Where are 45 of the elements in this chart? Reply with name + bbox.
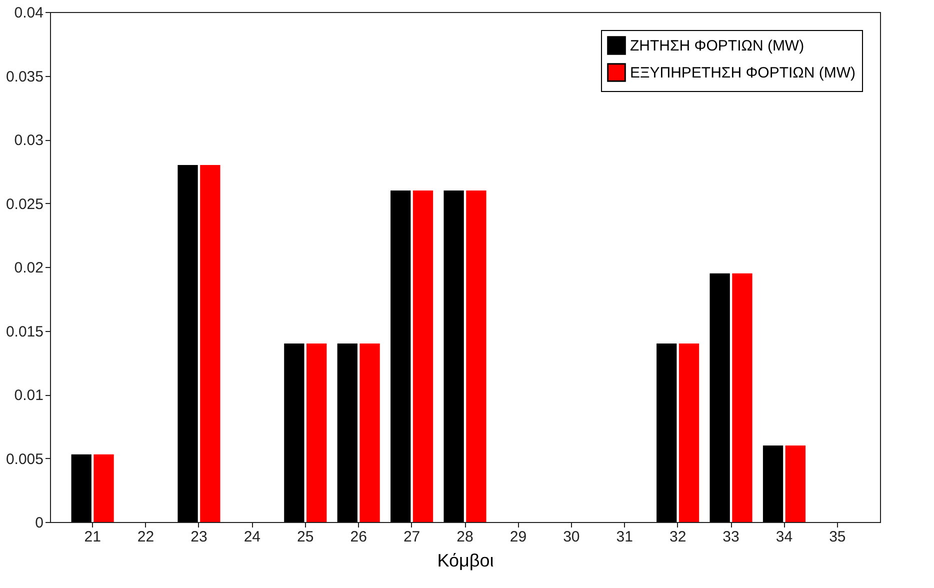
x-tick-label: 29 xyxy=(510,528,527,546)
bar xyxy=(678,344,700,522)
y-tick-label: 0.005 xyxy=(6,450,44,468)
x-tick-label: 23 xyxy=(190,528,208,546)
bar xyxy=(284,344,304,522)
y-tick-label: 0.015 xyxy=(6,323,44,340)
y-tick-label: 0.01 xyxy=(14,387,44,404)
bar xyxy=(732,273,752,522)
x-tick-label: 28 xyxy=(456,528,474,546)
x-tick-label: 24 xyxy=(244,528,261,546)
bar xyxy=(337,344,358,522)
bar xyxy=(762,446,784,522)
bar xyxy=(200,165,220,522)
x-tick-label: 27 xyxy=(403,528,420,546)
y-tick-label: 0.02 xyxy=(14,260,44,276)
legend-label: ΕΞΥΠΗΡΕΤΗΣΗ ΦΟΡΤΙΩΝ (MW) xyxy=(630,64,856,82)
bar xyxy=(710,273,730,522)
x-tick-label: 35 xyxy=(829,528,846,546)
bar xyxy=(656,344,677,522)
y-tick-label: 0.04 xyxy=(14,4,44,22)
y-tick-label: 0.025 xyxy=(6,196,44,213)
x-tick-label: 33 xyxy=(722,528,740,546)
y-tick-label: 0 xyxy=(35,514,44,532)
x-tick-label: 21 xyxy=(84,528,101,546)
bar xyxy=(178,165,198,522)
bar xyxy=(71,454,92,522)
x-tick-label: 34 xyxy=(776,528,793,546)
y-tick-label: 0.035 xyxy=(6,68,44,86)
bar xyxy=(306,344,327,522)
bar xyxy=(360,344,380,522)
bar xyxy=(466,190,486,522)
legend-label: ΖΗΤΗΣΗ ΦΟΡΤΙΩΝ (MW) xyxy=(630,38,804,54)
bar xyxy=(785,446,806,522)
bar xyxy=(390,190,411,522)
bar xyxy=(94,454,114,522)
y-tick-label: 0.03 xyxy=(14,132,44,149)
bar xyxy=(412,190,434,522)
x-tick-label: 30 xyxy=(563,528,580,546)
x-tick-label: 31 xyxy=(616,528,633,546)
x-tick-label: 22 xyxy=(137,528,154,546)
bar xyxy=(444,190,464,522)
x-tick-label: 32 xyxy=(669,528,686,546)
x-axis-title: Κόμβοι xyxy=(437,550,494,570)
x-tick-label: 25 xyxy=(297,528,314,546)
x-tick-label: 26 xyxy=(350,528,367,546)
